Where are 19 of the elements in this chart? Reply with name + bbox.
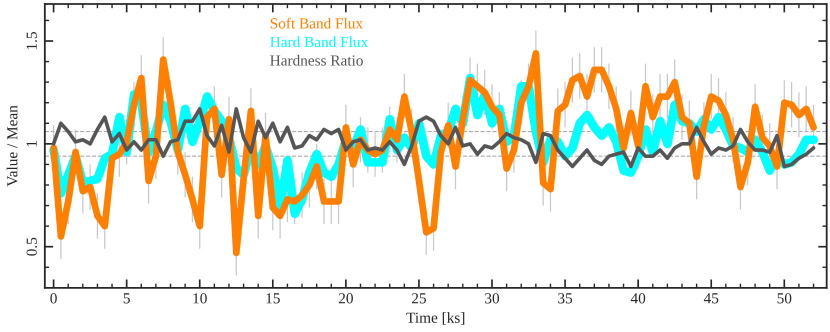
y-tick-label: 1 xyxy=(26,140,37,146)
text: Hard Band Flux xyxy=(270,36,368,48)
x-tick-label: 35 xyxy=(558,293,572,304)
y-tick-label: 0.5 xyxy=(26,238,37,256)
x-axis-title: Time [ks] xyxy=(406,312,464,325)
x-tick-label: 15 xyxy=(266,293,280,304)
text: Hardness Ratio xyxy=(270,54,363,66)
x-tick-label: 10 xyxy=(193,293,207,304)
x-tick-label: 45 xyxy=(704,293,718,304)
y-axis-title: Value / Mean xyxy=(6,105,18,186)
x-tick-label: 50 xyxy=(778,293,792,304)
x-tick-label: 30 xyxy=(485,293,500,304)
x-tick-label: 20 xyxy=(338,293,353,304)
x-tick-label: 25 xyxy=(412,293,426,304)
x-tick-label: 5 xyxy=(124,293,130,304)
x-tick-label: 40 xyxy=(630,293,646,304)
x-tick-label: 0 xyxy=(50,293,57,304)
y-tick-label: 1.5 xyxy=(26,32,37,50)
text: Soft Band Flux xyxy=(270,18,363,29)
